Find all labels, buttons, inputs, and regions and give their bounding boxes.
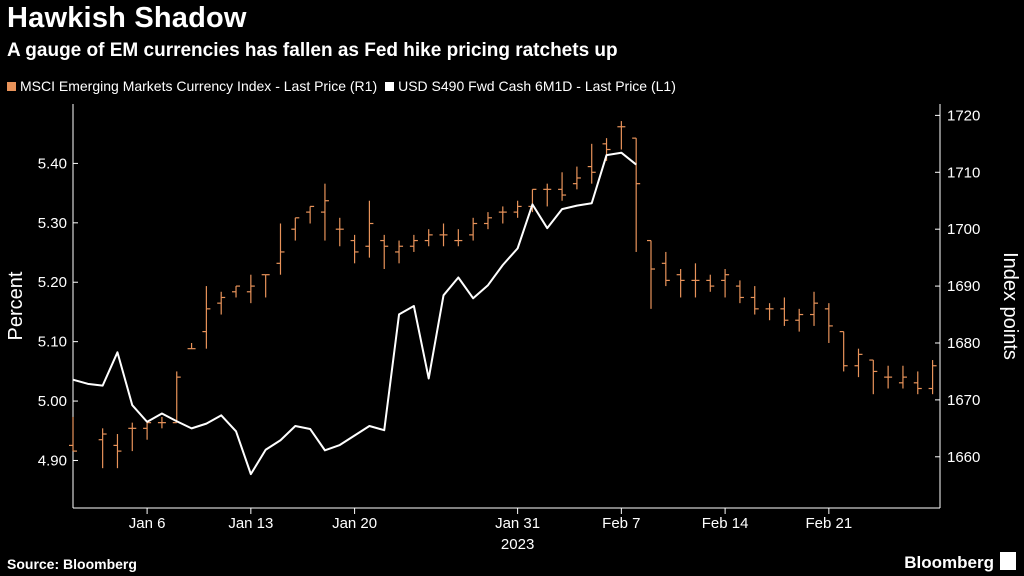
legend-item-em-currency: MSCI Emerging Markets Currency Index - L… <box>7 78 377 94</box>
ohlc-bar <box>172 371 181 424</box>
left-axis-title: Percent <box>5 271 27 340</box>
ohlc-bar <box>113 434 122 469</box>
ohlc-bar <box>721 269 730 298</box>
ohlc-bar <box>306 205 315 224</box>
ohlc-bar <box>587 143 596 184</box>
ohlc-bar <box>365 200 374 258</box>
legend-label-em-currency: MSCI Emerging Markets Currency Index - L… <box>20 78 378 94</box>
ohlc-bar <box>735 280 744 304</box>
brand-logo: Bloomberg <box>904 553 994 572</box>
ohlc-bar <box>898 365 907 389</box>
ohlc-bar <box>439 223 448 247</box>
legend: MSCI Emerging Markets Currency Index - L… <box>7 78 684 94</box>
right-tick-label: 1710 <box>947 164 980 181</box>
ohlc-bar <box>395 240 404 264</box>
x-tick-label: Jan 31 <box>495 515 540 532</box>
legend-label-usd-fwd: USD S490 Fwd Cash 6M1D - Last Price (L1) <box>398 78 676 94</box>
right-tick-label: 1660 <box>947 449 980 466</box>
legend-swatch-white <box>385 81 395 91</box>
ohlc-bar <box>824 303 833 343</box>
left-tick-label: 5.20 <box>38 274 67 291</box>
x-tick-label: Jan 6 <box>129 515 166 532</box>
ohlc-bar <box>320 183 329 241</box>
left-tick-label: 5.40 <box>38 155 67 172</box>
ohlc-bar <box>202 286 211 349</box>
ohlc-bar <box>661 251 670 287</box>
right-tick-label: 1690 <box>947 278 980 295</box>
ohlc-bar <box>780 297 789 326</box>
ohlc-bar <box>261 274 270 298</box>
ohlc-bar <box>454 229 463 247</box>
ohlc-bar <box>572 166 581 190</box>
right-axis-title: Index points <box>999 252 1021 360</box>
brand-mark-icon <box>1000 552 1016 570</box>
ohlc-bar <box>409 234 418 252</box>
ohlc-series <box>69 121 937 469</box>
left-tick-label: 5.10 <box>38 334 67 351</box>
ohlc-bar <box>795 308 804 332</box>
ohlc-bar <box>884 365 893 389</box>
chart-subtitle: A gauge of EM currencies has fallen as F… <box>7 40 618 61</box>
right-tick-label: 1680 <box>947 335 980 352</box>
ohlc-bar <box>483 212 492 230</box>
x-tick-label: Feb 21 <box>805 515 852 532</box>
left-tick-label: 4.90 <box>38 452 67 469</box>
x-tick-label: Jan 13 <box>228 515 273 532</box>
ohlc-bar <box>706 274 715 292</box>
ohlc-bar <box>765 303 774 321</box>
ohlc-bar <box>187 342 196 350</box>
ohlc-bar <box>854 348 863 378</box>
right-tick-label: 1700 <box>947 221 980 238</box>
ohlc-bar <box>128 422 137 452</box>
ohlc-bar <box>691 263 700 298</box>
ohlc-bar <box>513 200 522 218</box>
ohlc-bar <box>246 274 255 304</box>
ohlc-bar <box>143 422 152 440</box>
ohlc-bar <box>750 286 759 315</box>
ohlc-bar <box>424 229 433 247</box>
ohlc-bar <box>335 217 344 247</box>
ohlc-bar <box>543 183 552 207</box>
ohlc-bar <box>913 371 922 395</box>
ohlc-bar <box>617 121 626 150</box>
ohlc-bar <box>232 285 241 298</box>
ohlc-bar <box>498 206 507 224</box>
ohlc-bar <box>350 234 359 264</box>
ohlc-bar <box>839 331 848 372</box>
left-tick-label: 5.00 <box>38 393 67 410</box>
left-tick-label: 5.30 <box>38 215 67 232</box>
ohlc-bar <box>469 217 478 241</box>
ohlc-bar <box>676 269 685 298</box>
ohlc-bar <box>558 172 567 201</box>
line-series <box>72 151 637 476</box>
legend-item-usd-fwd: USD S490 Fwd Cash 6M1D - Last Price (L1) <box>385 78 676 94</box>
ohlc-bar <box>869 359 878 395</box>
right-tick-label: 1720 <box>947 107 980 124</box>
source-note: Source: Bloomberg <box>7 556 137 572</box>
ohlc-bar <box>632 137 641 252</box>
ohlc-bar <box>217 291 226 315</box>
ohlc-bar <box>276 223 285 275</box>
legend-swatch-orange <box>7 81 16 91</box>
x-tick-label: Jan 20 <box>332 515 377 532</box>
x-tick-label: Feb 7 <box>602 515 640 532</box>
ohlc-bar <box>380 234 389 270</box>
axes: 4.90 5.00 5.10 5.20 5.30 5.40 1660 1670 1680 1690… <box>5 104 1021 553</box>
ohlc-bar <box>98 428 107 469</box>
chart-title: Hawkish Shadow <box>7 2 247 34</box>
usd-fwd-line <box>72 151 637 476</box>
right-tick-label: 1670 <box>947 392 980 409</box>
x-year-label: 2023 <box>501 536 534 553</box>
ohlc-bar <box>69 416 77 452</box>
ohlc-bar <box>291 217 300 241</box>
ohlc-bar <box>928 360 937 395</box>
ohlc-bar <box>157 416 166 429</box>
ohlc-bar <box>647 239 655 309</box>
x-tick-label: Feb 14 <box>702 515 749 532</box>
ohlc-bar <box>810 291 819 326</box>
